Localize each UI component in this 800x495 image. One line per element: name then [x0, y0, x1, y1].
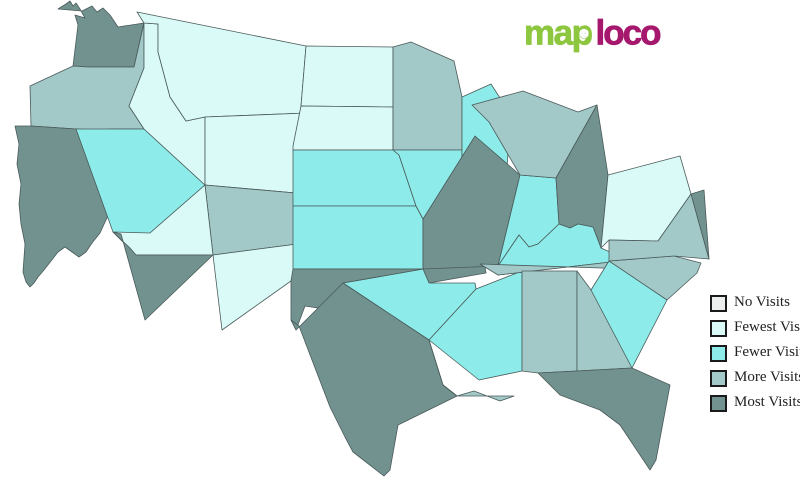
svg-text:loco: loco	[596, 14, 662, 53]
